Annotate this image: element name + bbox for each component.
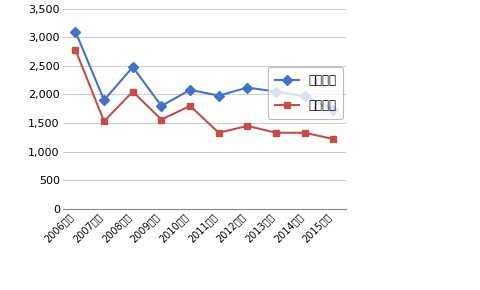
合格者数 <box>187 104 192 108</box>
合格者数 <box>273 131 278 135</box>
受験者数 <box>273 90 278 93</box>
合格者数 <box>130 90 135 93</box>
Legend: 受験者数, 合格者数: 受験者数, 合格者数 <box>267 67 343 119</box>
合格者数 <box>244 124 250 128</box>
受験者数 <box>301 95 307 98</box>
受験者数 <box>158 104 164 108</box>
受験者数 <box>244 86 250 89</box>
Line: 合格者数: 合格者数 <box>72 46 336 142</box>
合格者数 <box>301 131 307 135</box>
受験者数 <box>72 30 78 33</box>
合格者数 <box>158 118 164 121</box>
Line: 受験者数: 受験者数 <box>72 28 336 113</box>
受験者数 <box>101 98 107 102</box>
受験者数 <box>187 88 192 92</box>
合格者数 <box>101 119 107 123</box>
受験者数 <box>216 94 221 97</box>
合格者数 <box>330 137 336 141</box>
合格者数 <box>72 48 78 52</box>
受験者数 <box>330 108 336 112</box>
合格者数 <box>216 131 221 135</box>
受験者数 <box>130 65 135 69</box>
